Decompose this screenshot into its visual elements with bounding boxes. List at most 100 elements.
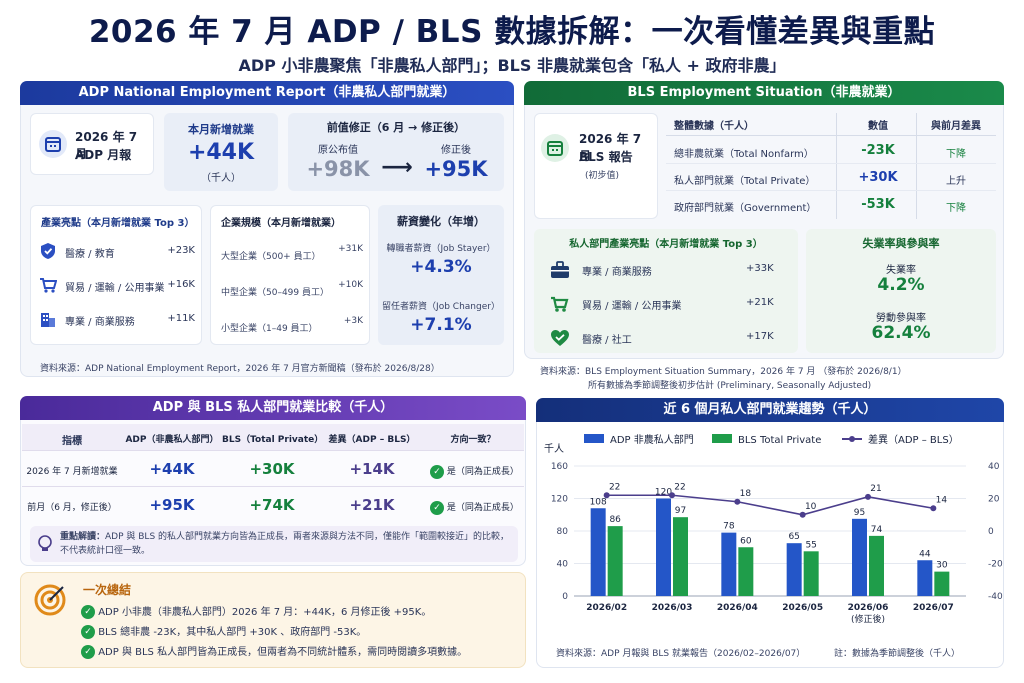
bls-badge: 2026 年 7 月 BLS 報告 (初步值) bbox=[534, 113, 658, 219]
bls-bar bbox=[673, 517, 688, 596]
adp-new-jobs-value: +44K bbox=[187, 140, 255, 165]
shield-icon bbox=[41, 243, 55, 259]
chart-note: 註：數據為季節調整後（千人） bbox=[834, 647, 960, 659]
bls-table: 整體數據（千人） 數值 與前月差異 總非農就業（Total Nonfarm） -… bbox=[666, 113, 996, 219]
summary-item: ✓ ADP 小非農（非農私人部門）2026 年 7 月：+44K，6 月修正後 … bbox=[81, 603, 431, 619]
y2-tick-label: -40 bbox=[988, 592, 1003, 602]
heart-icon bbox=[551, 330, 569, 346]
check-icon: ✓ bbox=[81, 625, 95, 639]
adp-industry-row: 貿易 / 運輸 / 公用事業 +16K bbox=[39, 274, 195, 298]
adp-industry-row: 專業 / 商業服務 +11K bbox=[39, 308, 195, 332]
y2-tick-label: -20 bbox=[988, 560, 1003, 570]
bls-row-diff: 下降 bbox=[946, 203, 966, 214]
bls-bar bbox=[738, 547, 754, 596]
compare-header: ADP 與 BLS 私人部門就業比較（千人） bbox=[20, 396, 526, 420]
bls-rate-title: 失業率與參與率 bbox=[862, 237, 940, 250]
compare-adp: +95K bbox=[149, 496, 195, 514]
adp-bar-label: 108 bbox=[590, 497, 607, 507]
summary-title: 一次總結 bbox=[83, 583, 132, 597]
adp-badge-label: ADP 月報 bbox=[75, 148, 132, 162]
diff-line bbox=[606, 494, 934, 516]
note-text: ADP 與 BLS 的私人部門就業方向皆為正成長，兩者來源與方法不同，僅能作「範… bbox=[60, 532, 510, 556]
diff-label: 21 bbox=[870, 484, 881, 494]
bls-badge-note: (初步值) bbox=[585, 171, 620, 181]
bls-source-1: 資料來源：BLS Employment Situation Summary，20… bbox=[540, 367, 907, 377]
legend-swatch bbox=[712, 434, 732, 443]
adp-size-row: 小型企業（1–49 員工） +3K bbox=[221, 316, 363, 334]
bls-th-diff: 與前月差異 bbox=[931, 121, 981, 132]
bls-sector-row: 專業 / 商業服務 +33K bbox=[550, 259, 782, 281]
bls-bar-label: 74 bbox=[871, 525, 883, 535]
y-tick-label: 80 bbox=[557, 527, 569, 537]
bls-bar bbox=[869, 535, 884, 596]
compare-note: 重點解讀：ADP 與 BLS 的私人部門就業方向皆為正成長，兩者來源與方法不同，… bbox=[30, 526, 518, 562]
bls-th-value: 數值 bbox=[868, 121, 888, 132]
diff-label: 22 bbox=[674, 482, 685, 492]
bls-header: BLS Employment Situation（非農就業） bbox=[524, 81, 1004, 105]
unemp-label: 失業率 bbox=[886, 265, 916, 276]
briefcase-icon bbox=[551, 261, 569, 278]
compare-adp: +44K bbox=[149, 460, 195, 478]
adp-wage-box: 薪資變化（年增） 轉職者薪資（Job Stayer） +4.3% 留任者薪資（J… bbox=[378, 205, 504, 345]
diff-point bbox=[930, 505, 937, 512]
adp-size-row: 中型企業（50–499 員工） +10K bbox=[221, 280, 363, 298]
adp-new-jobs-label: 本月新增就業 bbox=[188, 123, 254, 136]
page-subtitle: ADP 小非農聚焦「非農私人部門」；BLS 非農就業包含「私人 + 政府非農」 bbox=[238, 56, 786, 75]
bls-row-value: -53K bbox=[861, 197, 895, 212]
chart-source: 資料來源：ADP 月報與 BLS 就業報告（2026/02–2026/07） bbox=[556, 647, 805, 659]
diff-label: 14 bbox=[936, 495, 948, 505]
legend-swatch bbox=[849, 436, 855, 442]
calendar-icon bbox=[541, 134, 569, 162]
bls-bar bbox=[607, 526, 623, 596]
building-icon bbox=[41, 313, 55, 327]
adp-bar-label: 95 bbox=[854, 508, 865, 518]
diff-point bbox=[799, 511, 806, 518]
adp-bar-label: 120 bbox=[655, 488, 672, 498]
calendar-icon bbox=[39, 130, 67, 158]
compare-bls: +74K bbox=[249, 496, 295, 514]
bls-bar-label: 55 bbox=[805, 540, 816, 550]
adp-wage-stayer-value: +4.3% bbox=[410, 257, 472, 277]
adp-bar bbox=[656, 498, 671, 596]
check-icon: ✓ bbox=[430, 464, 444, 479]
adp-orig-label: 原公布值 bbox=[318, 145, 358, 156]
bls-row-name: 政府部門就業（Government） bbox=[674, 203, 817, 214]
y-tick-label: 120 bbox=[551, 495, 568, 505]
check-icon: ✓ bbox=[430, 500, 444, 515]
compare-diff: +21K bbox=[349, 496, 395, 514]
diff-point bbox=[669, 492, 675, 499]
y2-tick-label: 40 bbox=[988, 462, 1000, 472]
page-title: 2026 年 7 月 ADP / BLS 數據拆解：一次看懂差異與重點 bbox=[88, 14, 936, 50]
x-tick-label: 2026/07 bbox=[913, 603, 954, 613]
y-tick-label: 40 bbox=[557, 560, 569, 570]
adp-revised-label: 修正後 bbox=[441, 145, 471, 156]
y-axis-label: 千人 bbox=[544, 443, 564, 455]
x-tick-label: (修正後) bbox=[851, 613, 885, 625]
adp-wage-stayer-label: 轉職者薪資（Job Stayer） bbox=[386, 244, 496, 254]
y-tick-label: 0 bbox=[562, 592, 568, 602]
bls-badge-label: BLS 報告 bbox=[579, 150, 633, 164]
adp-size-row: 大型企業（500+ 員工） +31K bbox=[221, 244, 363, 262]
x-tick-label: 2026/04 bbox=[717, 603, 758, 613]
adp-bar-label: 78 bbox=[723, 522, 735, 532]
unemp-value: 4.2% bbox=[877, 275, 925, 295]
compare-bls: +30K bbox=[249, 460, 295, 478]
bls-rate-box: 失業率與參與率 失業率 4.2% 勞動參與率 62.4% bbox=[806, 229, 996, 353]
x-tick-label: 2026/03 bbox=[652, 603, 693, 613]
bls-bar-label: 97 bbox=[675, 506, 686, 516]
note-title: 重點解讀： bbox=[60, 532, 106, 542]
bls-bar bbox=[803, 551, 819, 596]
part-label: 勞動參與率 bbox=[876, 313, 926, 324]
cart-icon bbox=[40, 278, 57, 293]
adp-bar bbox=[786, 543, 802, 596]
diff-point bbox=[865, 493, 871, 500]
part-value: 62.4% bbox=[871, 323, 931, 343]
compare-row-label: 前月（6 月，修正後） bbox=[27, 503, 117, 513]
adp-new-jobs-unit: （千人） bbox=[201, 173, 241, 184]
bls-sector-row: 貿易 / 運輸 / 公用事業 +21K bbox=[550, 293, 782, 315]
bls-bar-label: 60 bbox=[740, 536, 752, 546]
y-tick-label: 160 bbox=[551, 462, 568, 472]
adp-orig-value: +98K bbox=[306, 157, 370, 181]
adp-revision-label: 前值修正（6 月 → 修正後） bbox=[326, 121, 466, 134]
arrow-right-icon: ⟶ bbox=[381, 155, 413, 180]
